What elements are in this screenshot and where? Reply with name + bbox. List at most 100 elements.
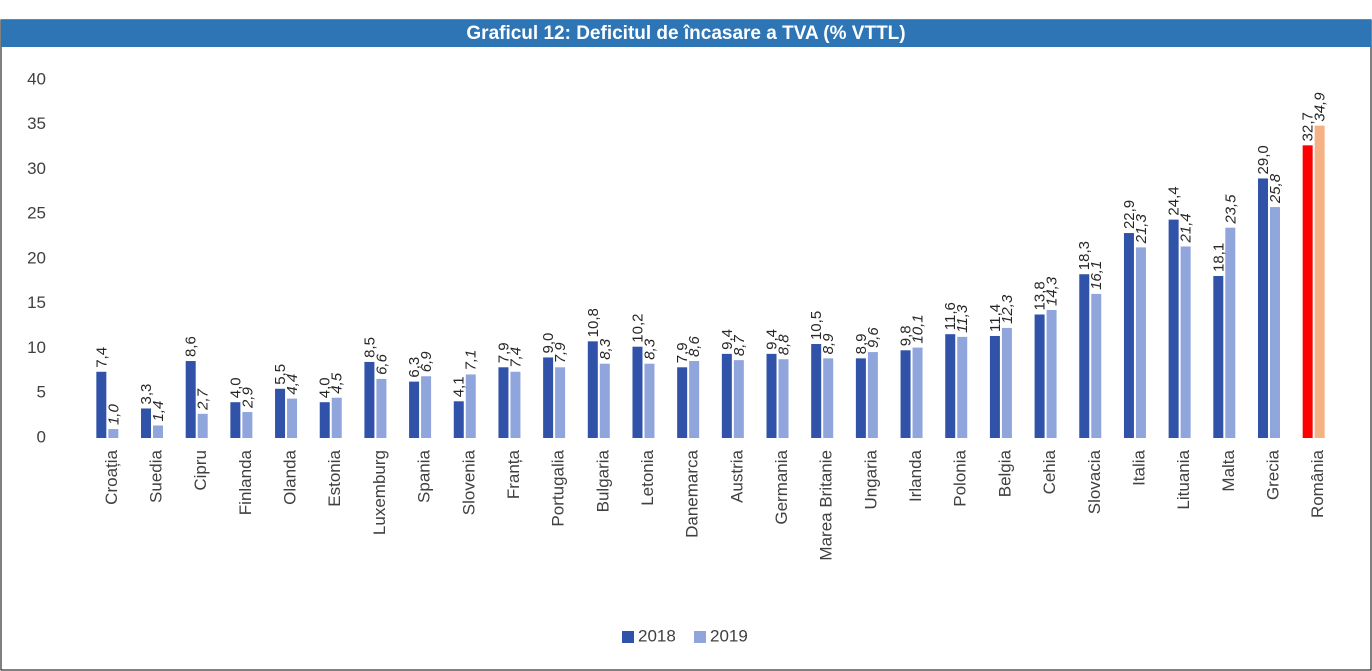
bar	[1180, 246, 1191, 438]
value-label: 4,0	[227, 377, 244, 398]
legend-label: 2018	[638, 626, 676, 645]
x-tick-label: Slovacia	[1085, 449, 1104, 514]
value-label: 2,7	[195, 388, 212, 411]
x-tick-label: Cehia	[1040, 449, 1059, 494]
value-label: 8,6	[183, 336, 200, 357]
value-label: 8,6	[686, 336, 703, 358]
value-label: 4,1	[451, 376, 468, 397]
bar	[1079, 274, 1090, 438]
value-label: 9,4	[719, 329, 736, 350]
bar	[376, 378, 387, 438]
y-tick-label: 40	[27, 69, 46, 88]
y-tick-label: 20	[27, 248, 46, 267]
x-tick-label: Estonia	[325, 449, 344, 506]
x-tick-label: Finlanda	[236, 449, 255, 515]
bar	[510, 371, 521, 438]
value-label: 4,0	[317, 377, 334, 398]
value-label: 18,1	[1210, 243, 1227, 272]
x-tick-label: Bulgaria	[593, 449, 612, 512]
value-label: 18,3	[1076, 241, 1093, 270]
bar	[555, 367, 566, 438]
value-label: 9,6	[865, 327, 882, 349]
value-label: 6,9	[418, 351, 435, 373]
value-label: 21,3	[1133, 214, 1150, 245]
x-tick-label: Italia	[1129, 449, 1148, 485]
y-tick-label: 30	[27, 159, 46, 178]
title-bar	[1, 20, 1371, 47]
value-label: 25,8	[1267, 173, 1284, 204]
value-label: 7,4	[93, 347, 110, 368]
x-tick-label: Austria	[727, 449, 746, 502]
value-label: 14,3	[1044, 276, 1061, 306]
value-label: 9,0	[540, 333, 557, 354]
bar	[409, 381, 420, 438]
x-tick-label: Polonia	[951, 449, 970, 506]
legend-swatch	[622, 631, 634, 643]
bar	[811, 344, 822, 438]
value-label: 16,1	[1088, 261, 1105, 290]
bar	[230, 402, 241, 438]
x-tick-label: Spania	[415, 449, 434, 502]
bar	[364, 361, 375, 438]
bar	[1314, 125, 1325, 439]
value-label: 21,4	[1178, 213, 1195, 243]
bar	[153, 425, 164, 438]
bar	[287, 398, 298, 438]
bar	[1001, 327, 1012, 438]
bar	[1269, 207, 1280, 438]
value-label: 11,4	[987, 304, 1004, 332]
x-tick-label: Ungaria	[861, 449, 880, 509]
x-tick-label: Marea Britanie	[817, 450, 836, 561]
chart-title: Graficul 12: Deficitul de încasare a TVA…	[466, 23, 905, 44]
x-tick-label: Cipru	[191, 450, 210, 491]
bar	[689, 361, 700, 438]
x-tick-label: Germania	[772, 449, 791, 524]
value-label: 12,3	[999, 294, 1016, 324]
value-label: 7,9	[552, 342, 569, 364]
value-label: 13,8	[1032, 281, 1049, 310]
bar	[1225, 227, 1236, 438]
bar	[867, 352, 878, 438]
x-tick-label: Olanda	[281, 449, 300, 504]
value-label: 29,0	[1255, 145, 1272, 174]
bar	[957, 336, 968, 438]
value-label: 1,0	[105, 404, 122, 426]
x-tick-label: Grecia	[1263, 449, 1282, 500]
value-label: 8,3	[597, 338, 614, 360]
bar	[275, 388, 286, 438]
x-tick-label: Croația	[102, 449, 121, 504]
bar	[1123, 233, 1134, 438]
bar	[632, 346, 643, 438]
value-label: 7,4	[507, 347, 524, 368]
bar	[197, 413, 208, 438]
value-label: 10,5	[808, 311, 825, 340]
legend-swatch	[694, 631, 706, 643]
value-label: 9,4	[763, 329, 780, 350]
bar	[1302, 145, 1313, 438]
bar	[989, 335, 1000, 438]
value-label: 6,3	[406, 357, 423, 378]
bar	[766, 353, 777, 438]
x-tick-label: Malta	[1219, 449, 1238, 491]
bar	[185, 361, 196, 438]
bar	[644, 363, 655, 438]
bar	[96, 371, 107, 438]
bar	[1213, 276, 1224, 438]
x-tick-label: Danemarca	[683, 449, 702, 537]
value-label: 10,2	[629, 314, 646, 343]
value-label: 22,9	[1121, 200, 1138, 229]
x-tick-label: România	[1308, 449, 1327, 518]
bar	[1046, 310, 1057, 438]
value-label: 11,3	[954, 304, 971, 333]
value-label: 23,5	[1222, 194, 1239, 225]
y-tick-label: 10	[27, 338, 46, 357]
bar	[677, 367, 688, 438]
value-label: 8,3	[641, 338, 658, 360]
y-tick-label: 15	[27, 293, 46, 312]
bar	[242, 412, 253, 438]
value-label: 8,7	[731, 335, 748, 357]
bar	[453, 401, 464, 438]
bar	[733, 360, 744, 438]
bar	[543, 357, 554, 438]
bar	[855, 358, 866, 438]
